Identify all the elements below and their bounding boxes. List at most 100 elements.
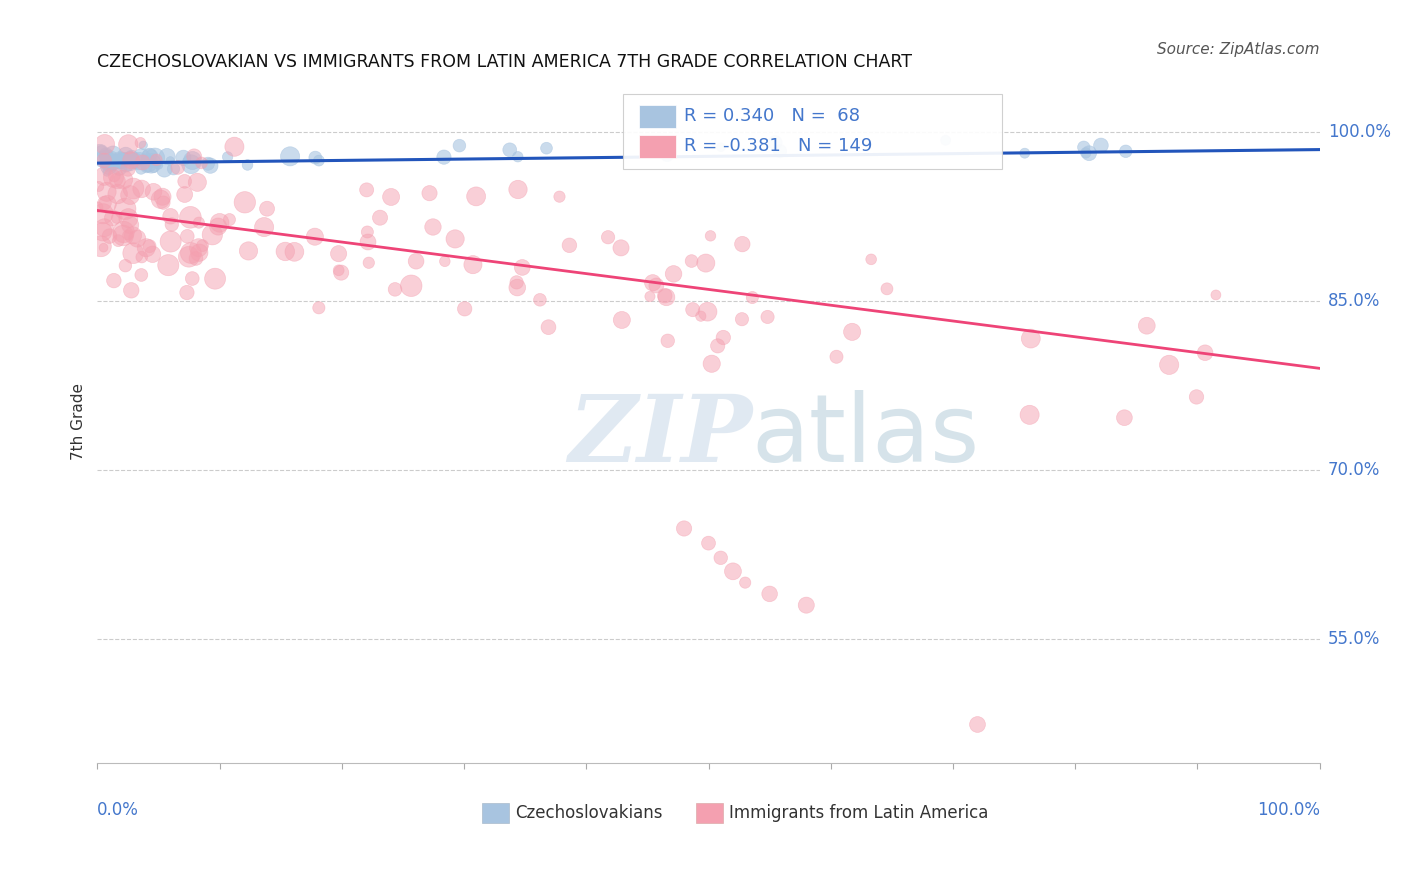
Point [91, 153, 114, 167]
Point [110, 153, 132, 168]
Point [505, 276, 527, 290]
Point [142, 185, 165, 199]
Point [180, 246, 202, 260]
Point [94, 157, 117, 171]
Point [204, 271, 226, 285]
Point [506, 150, 529, 164]
Point [117, 211, 139, 226]
Point [253, 220, 276, 235]
Point [935, 133, 957, 147]
Point [94, 149, 117, 163]
Y-axis label: 7th Grade: 7th Grade [72, 384, 86, 460]
Point [138, 148, 160, 162]
Point [108, 154, 131, 169]
Point [127, 231, 149, 245]
Point [117, 137, 139, 152]
Point [184, 252, 207, 266]
Point [236, 158, 259, 172]
Point [162, 161, 184, 176]
Text: 100.0%: 100.0% [1329, 122, 1391, 141]
Point [131, 250, 153, 264]
Point [191, 238, 214, 252]
Point [114, 202, 136, 216]
Point [98, 153, 121, 168]
Point [208, 216, 231, 230]
Point [181, 153, 204, 168]
Point [107, 187, 129, 202]
Point [405, 254, 427, 268]
Point [172, 151, 194, 165]
Point [107, 234, 129, 248]
Point [641, 276, 664, 290]
Point [120, 188, 142, 202]
Point [200, 159, 222, 173]
Point [96, 185, 118, 199]
Point [610, 241, 633, 255]
Point [433, 254, 456, 268]
Point [132, 138, 155, 153]
Point [655, 290, 678, 304]
Point [1073, 140, 1095, 154]
Point [131, 268, 153, 282]
Point [98, 156, 121, 170]
Point [152, 195, 174, 210]
FancyBboxPatch shape [623, 95, 1002, 169]
Point [129, 161, 152, 176]
Point [710, 140, 733, 154]
Text: atlas: atlas [751, 390, 980, 482]
Point [662, 267, 685, 281]
Point [152, 190, 174, 204]
Point [186, 175, 208, 189]
Point [115, 158, 138, 172]
Point [97, 159, 120, 173]
Point [1159, 358, 1181, 372]
Point [141, 156, 163, 170]
Point [876, 282, 898, 296]
Point [769, 144, 792, 158]
Point [1136, 318, 1159, 333]
Point [710, 550, 733, 565]
Point [681, 254, 703, 268]
Point [1090, 138, 1112, 153]
Text: 100.0%: 100.0% [1257, 800, 1320, 819]
Point [114, 154, 136, 169]
Point [731, 237, 754, 252]
Point [330, 266, 353, 280]
Point [283, 244, 305, 259]
Point [1185, 390, 1208, 404]
Point [138, 151, 160, 165]
Point [657, 334, 679, 348]
Point [89, 145, 111, 160]
Point [860, 252, 883, 267]
Point [529, 293, 551, 307]
Point [96, 165, 118, 179]
Point [304, 229, 326, 244]
Point [166, 161, 188, 175]
Point [105, 211, 128, 225]
Point [112, 225, 135, 239]
Point [112, 228, 135, 243]
Point [114, 148, 136, 162]
Point [506, 182, 529, 196]
Point [1078, 146, 1101, 161]
Point [1074, 145, 1097, 160]
Point [159, 209, 181, 223]
Point [108, 161, 131, 175]
Point [114, 259, 136, 273]
Point [187, 241, 209, 255]
Point [695, 256, 717, 270]
Point [160, 218, 183, 232]
Point [121, 150, 143, 164]
Point [91, 225, 114, 239]
Text: 85.0%: 85.0% [1329, 292, 1381, 310]
Point [699, 228, 721, 243]
Point [825, 350, 848, 364]
Point [274, 244, 297, 259]
Text: ZIP: ZIP [568, 391, 752, 481]
Point [142, 247, 165, 261]
Point [138, 156, 160, 170]
Point [131, 182, 153, 196]
Point [224, 140, 246, 154]
Point [454, 301, 477, 316]
Point [135, 161, 157, 175]
